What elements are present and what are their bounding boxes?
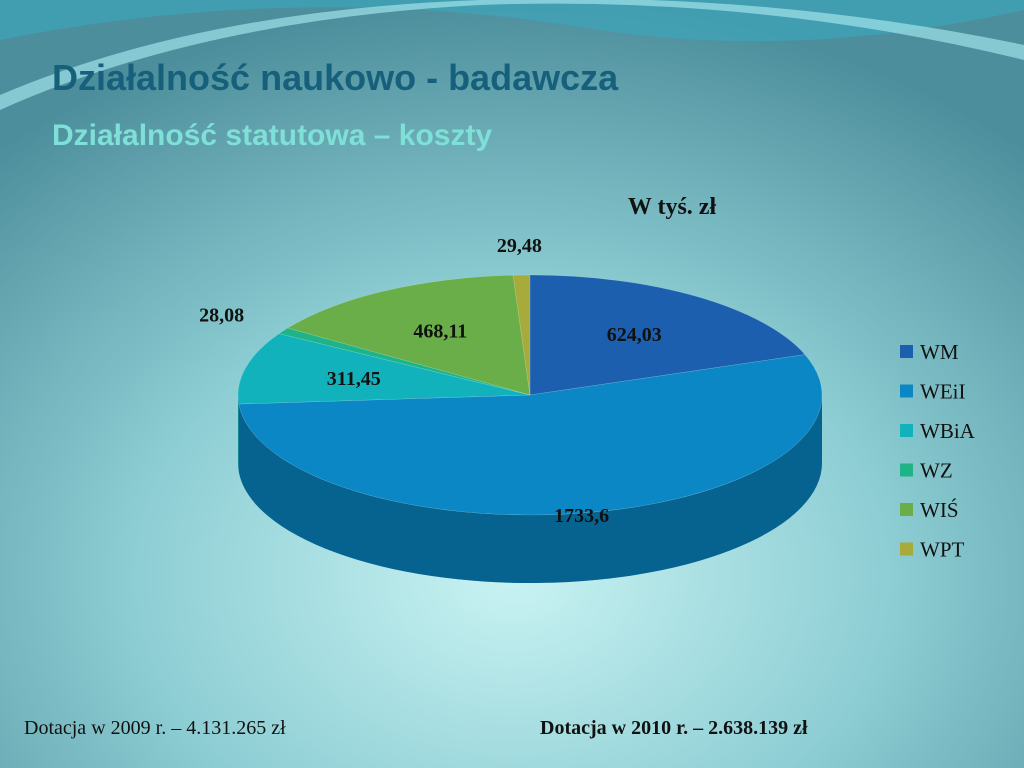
pie-side-shade <box>238 395 823 584</box>
data-label: 468,11 <box>413 320 467 342</box>
data-label: 311,45 <box>327 368 381 390</box>
pie-slice <box>237 333 531 405</box>
legend-swatch <box>900 384 913 398</box>
legend-label: WEiI <box>920 380 965 404</box>
legend-label: WM <box>920 340 959 364</box>
pie-slice <box>238 354 823 516</box>
pie-slice <box>278 327 531 396</box>
legend-label: WIŚ <box>920 498 959 522</box>
pie-slice-side <box>238 395 239 473</box>
legend-swatch <box>900 424 913 437</box>
legend-swatch <box>900 503 913 516</box>
legend-label: WZ <box>920 459 953 483</box>
pie-side-shade <box>238 395 239 473</box>
legend-label: WBiA <box>920 419 976 443</box>
wave <box>0 0 1024 110</box>
pie-slice-side <box>238 395 823 584</box>
title: Działalność naukowo - badawcza <box>52 57 619 98</box>
data-label: 28,08 <box>199 305 244 327</box>
pie-slice <box>529 274 806 396</box>
legend-label: WPT <box>920 538 965 562</box>
legend-swatch <box>900 542 913 556</box>
legend-swatch <box>900 345 913 358</box>
footer-right: Dotacja w 2010 r. – 2.638.139 zł <box>540 717 808 739</box>
pie-slice <box>287 274 531 396</box>
data-label: 624,03 <box>607 324 662 346</box>
data-label: 1733,6 <box>554 505 609 527</box>
footer-left: Dotacja w 2009 r. – 4.131.265 zł <box>24 717 286 739</box>
legend-swatch <box>900 463 913 477</box>
chart-title: W tyś. zł <box>628 194 717 220</box>
pie-slice <box>512 274 531 396</box>
data-label: 29,48 <box>497 235 542 257</box>
subtitle: Działalność statutowa – koszty <box>52 119 492 152</box>
